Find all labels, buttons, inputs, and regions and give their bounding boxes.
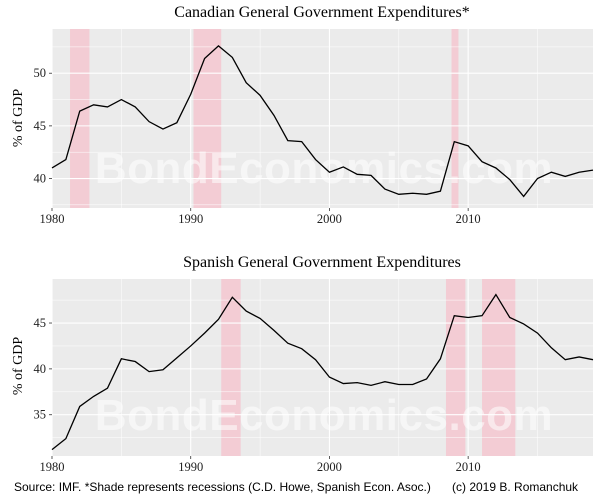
axis-ticks: 1980 1990 2000 2010 40 45 50 — [34, 66, 481, 226]
x-tick-label: 1990 — [178, 460, 203, 474]
chart-title: Canadian General Government Expenditures… — [174, 4, 469, 21]
watermark: BondEconomics.com — [95, 144, 553, 193]
axis-ticks: 1980 1990 2000 2010 35 40 45 — [34, 316, 481, 474]
recession-band — [482, 279, 516, 456]
x-tick-label: 2000 — [317, 460, 342, 474]
gridlines — [51, 29, 593, 208]
chart-title: Spanish General Government Expenditures — [183, 254, 461, 271]
y-tick-label: 50 — [34, 66, 47, 80]
x-tick-label: 2010 — [456, 460, 481, 474]
x-tick-label: 2010 — [456, 212, 481, 226]
x-tick-label: 1980 — [40, 212, 65, 226]
series-line-spain — [51, 293, 594, 451]
recession-band — [451, 29, 459, 208]
y-axis-label: % of GDP — [11, 89, 26, 148]
y-tick-label: 40 — [34, 362, 47, 376]
y-tick-label: 40 — [34, 172, 47, 186]
copyright-caption: (c) 2019 B. Romanchuk — [452, 480, 579, 494]
gridlines — [51, 279, 593, 456]
y-axis-label: % of GDP — [11, 337, 26, 396]
y-tick-label: 45 — [34, 316, 47, 330]
recession-band — [70, 29, 90, 208]
y-tick-label: 35 — [34, 408, 47, 422]
x-tick-label: 1990 — [178, 212, 203, 226]
spain-chart: Spanish General Government Expenditures … — [11, 254, 594, 474]
watermark: BondEconomics.com — [95, 391, 553, 440]
x-tick-label: 2000 — [317, 212, 342, 226]
y-tick-label: 45 — [34, 119, 47, 133]
x-tick-label: 1980 — [40, 460, 65, 474]
series-line-canada — [51, 44, 594, 198]
canada-chart: Canadian General Government Expenditures… — [11, 4, 594, 226]
source-caption: Source: IMF. *Shade represents recession… — [14, 480, 431, 494]
